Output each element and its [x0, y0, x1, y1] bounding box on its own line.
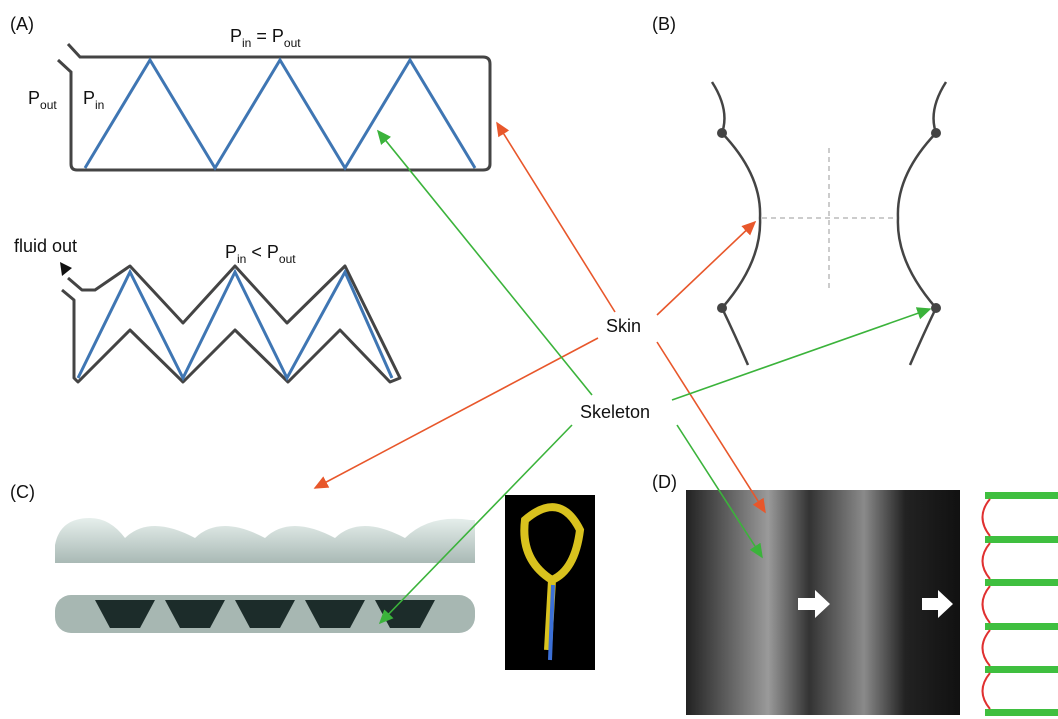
text-part: out: [279, 252, 296, 266]
text-part: P: [83, 88, 95, 108]
skeleton-zigzag: [85, 60, 475, 168]
text-part: P: [230, 26, 242, 46]
text-part: P: [225, 242, 237, 262]
arrowhead: [60, 262, 72, 276]
skeleton-label: Skeleton: [580, 402, 650, 422]
text-part: out: [284, 36, 301, 50]
panel-label: (B): [652, 14, 676, 34]
text-part: P: [28, 88, 40, 108]
equation: Pin=Pout: [230, 26, 301, 50]
text-part: P: [272, 26, 284, 46]
panel-label: (D): [652, 472, 677, 492]
text-part: out: [40, 98, 57, 112]
text-part: <: [251, 242, 262, 262]
skin-label: Skin: [606, 316, 641, 336]
equation: Pin<Pout: [225, 242, 296, 266]
skin-bar: [55, 518, 475, 563]
panel-label: (A): [10, 14, 34, 34]
axis-guide: [762, 148, 896, 292]
fluid-out-label: fluid out: [14, 236, 77, 256]
pressure-label: Pout: [28, 88, 57, 112]
text-part: in: [95, 98, 104, 112]
skeleton-zigzag: [78, 272, 392, 378]
skin-arc: [983, 499, 991, 709]
panel-label: (C): [10, 482, 35, 502]
text-part: in: [242, 36, 251, 50]
skeleton-rib: [985, 492, 1058, 716]
text-part: =: [256, 26, 267, 46]
text-part: in: [237, 252, 246, 266]
figure: (A) (B) (C) (D) Pin=Pout Pout Pin fluid …: [0, 0, 1058, 719]
pressure-label: Pin: [83, 88, 104, 112]
text-part: P: [267, 242, 279, 262]
